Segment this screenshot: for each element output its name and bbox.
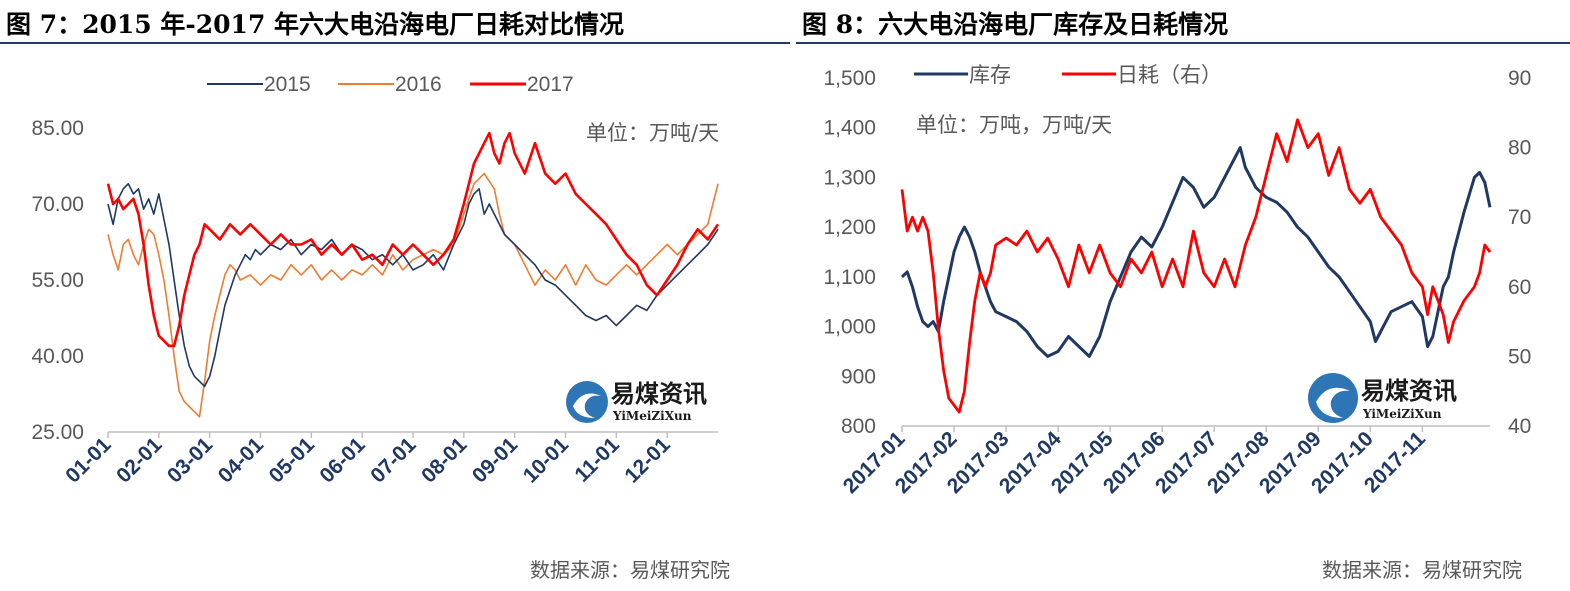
right-series-line-inventory [900,146,1492,358]
right-legend: 库存 日耗（右） [914,63,1222,87]
right-y2-tick-label: 60 [1508,276,1531,299]
left-legend: 2015 2016 2017 [207,73,574,96]
left-logo: 易煤资讯 YiMeiZiXun [566,380,707,423]
left-axis-ticks: 25.0040.0055.0070.0085.0001-0102-0103-01… [31,117,718,488]
left-series-line-2015 [107,182,719,388]
legend-consumption-label: 日耗（右） [1117,63,1222,87]
left-x-tick-label: 12-01 [620,433,674,487]
right-y-tick-label: 1,200 [823,216,876,239]
legend-2016-label: 2016 [395,73,442,96]
logo-text-cn: 易煤资讯 [611,380,707,408]
right-y2-tick-label: 70 [1508,206,1531,229]
left-y-tick-label: 55.00 [31,269,84,292]
right-title-rule [796,42,1570,44]
left-series-line-2017 [106,131,720,348]
legend-inventory-label: 库存 [969,63,1011,87]
logo-swirl-icon [1316,387,1350,418]
right-logo: 易煤资讯 YiMeiZiXun [1308,373,1457,423]
left-title-rule [0,42,790,44]
right-series-group [900,118,1492,414]
right-y-tick-label: 1,000 [823,316,876,339]
left-x-tick-label: 04-01 [214,433,268,487]
right-y-tick-label: 1,300 [823,166,876,189]
left-x-tick-label: 07-01 [366,433,420,487]
right-y-tick-label: 800 [841,415,876,438]
left-x-tick-label: 05-01 [265,433,319,487]
right-y-tick-label: 1,500 [823,67,876,90]
logo-icon [1308,373,1358,423]
left-x-tick-label: 02-01 [112,433,166,487]
left-source: 数据来源：易煤研究院 [530,558,730,582]
right-y-tick-label: 900 [841,365,876,388]
left-x-tick-label: 11-01 [570,433,624,487]
right-y-tick-label: 1,100 [823,266,876,289]
logo-text-en: YiMeiZiXun [612,409,692,423]
left-y-tick-label: 70.00 [31,193,84,216]
left-series-line-2016 [107,172,719,418]
left-figure-title: 图 7：2015 年-2017 年六大电沿海电厂日耗对比情况 [6,10,625,39]
left-x-tick-label: 08-01 [417,433,471,487]
right-y2-tick-label: 90 [1508,67,1531,90]
left-x-tick-label: 03-01 [163,433,217,487]
left-x-tick-label: 06-01 [315,433,369,487]
left-y-tick-label: 25.00 [31,421,84,444]
left-y-tick-label: 85.00 [31,117,84,140]
logo-text-en: YiMeiZiXun [1362,407,1442,421]
logo-swirl-icon [573,393,601,418]
right-series-line-consumption [900,118,1492,414]
left-chart: 2015 2016 2017 单位：万吨/天 25.00 40.00 55.00 70… [31,73,720,488]
logo-icon [566,381,608,423]
logo-text-cn: 易煤资讯 [1361,377,1457,405]
right-unit-label: 单位：万吨，万吨/天 [916,113,1112,137]
left-x-tick-label: 09-01 [468,433,522,487]
right-y2-tick-label: 40 [1508,415,1531,438]
right-chart: 库存 日耗（右） 单位：万吨，万吨/天 800 900 1,000 1,100 1,20… [823,63,1531,498]
left-unit-label: 单位：万吨/天 [586,121,719,145]
left-y-tick-label: 40.00 [31,345,84,368]
left-series-group [106,131,720,418]
legend-2015-label: 2015 [264,73,311,96]
left-x-tick-label: 10-01 [519,433,573,487]
legend-2017-label: 2017 [527,73,574,96]
right-figure-title: 图 8：六大电沿海电厂库存及日耗情况 [802,10,1229,39]
right-y2-tick-label: 80 [1508,137,1531,160]
right-y2-tick-label: 50 [1508,345,1531,368]
right-source: 数据来源：易煤研究院 [1322,558,1522,582]
right-y-tick-label: 1,400 [823,117,876,140]
